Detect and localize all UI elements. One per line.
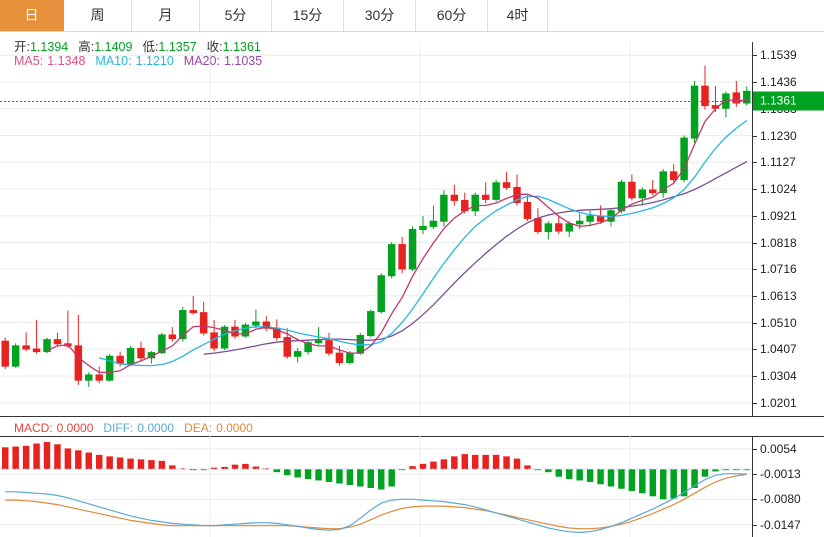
tab-period-5[interactable]: 30分 bbox=[344, 0, 416, 31]
price-axis-label: 1.0201 bbox=[760, 395, 797, 410]
price-axis-tick bbox=[752, 215, 757, 217]
price-axis-label: 1.1024 bbox=[760, 182, 797, 196]
tab-period-7[interactable]: 4时 bbox=[488, 0, 548, 31]
macd-axis-line bbox=[752, 436, 753, 537]
price-axis-tick bbox=[752, 162, 757, 164]
ma-legend-item: MA5: 1.1348 bbox=[14, 54, 85, 68]
macd-legend-value: 0.0000 bbox=[56, 421, 94, 435]
price-axis-tick bbox=[752, 81, 757, 83]
price-legend-value: 1.1357 bbox=[158, 40, 197, 54]
macd-axis: 0.0054 -0.0013 -0.0080 -0.0147 bbox=[752, 436, 824, 537]
price-axis-tick bbox=[752, 376, 757, 377]
period-tab-bar[interactable]: 日周月 5分 15分 30分 60分 4时 bbox=[0, 0, 824, 32]
price-axis-tick bbox=[752, 295, 757, 297]
macd-legend-item: MACD: 0.0000 bbox=[14, 421, 93, 435]
pane-divider-bottom bbox=[0, 436, 824, 437]
price-legend-item: 开:1.1394 bbox=[14, 40, 68, 54]
price-legend-label: 高: bbox=[78, 40, 95, 54]
macd-axis-tick bbox=[752, 499, 757, 501]
candlestick-pane[interactable] bbox=[0, 42, 752, 416]
price-legend-value: 1.1361 bbox=[222, 40, 261, 54]
macd-axis-tick bbox=[752, 474, 757, 476]
price-legend: 开:1.1394 高:1.1409 低:1.1357 收:1.1361 bbox=[14, 36, 261, 55]
ma-legend-item: MA10: 1.1210 bbox=[95, 54, 173, 68]
price-legend-label: 低: bbox=[142, 40, 159, 54]
price-legend-value: 1.1394 bbox=[29, 40, 69, 54]
macd-axis-label: -0.0147 bbox=[760, 517, 801, 532]
ma-legend-value: 1.1035 bbox=[223, 54, 263, 68]
macd-axis-label: -0.0013 bbox=[760, 467, 801, 482]
price-axis-tick bbox=[752, 322, 757, 324]
macd-legend-label: DEA: bbox=[184, 421, 213, 435]
price-axis-tick bbox=[752, 189, 757, 190]
ma-legend-label: MA5: bbox=[14, 54, 44, 68]
price-axis-label: 1.0407 bbox=[760, 342, 797, 357]
price-axis-label: 1.0716 bbox=[760, 261, 797, 276]
price-legend-label: 开: bbox=[14, 40, 30, 54]
macd-axis-label: -0.0080 bbox=[760, 492, 801, 507]
tab-period-3[interactable]: 5分 bbox=[200, 0, 272, 31]
ma-legend-value: 1.1348 bbox=[47, 54, 86, 68]
current-price-badge: 1.1361 bbox=[753, 91, 824, 111]
ma-legend-label: MA10: bbox=[95, 54, 132, 68]
ma-legend-value: 1.1210 bbox=[135, 54, 174, 68]
price-axis-label: 1.0304 bbox=[760, 369, 797, 383]
price-axis-tick bbox=[752, 55, 757, 57]
macd-legend-label: DIFF: bbox=[103, 421, 134, 435]
macd-axis-tick bbox=[752, 448, 757, 450]
ma-legend: MA5: 1.1348 MA10: 1.1210 MA20: 1.1035 bbox=[14, 54, 262, 68]
candlestick-svg bbox=[0, 42, 752, 416]
macd-legend-item: DIFF: 0.0000 bbox=[103, 421, 174, 435]
price-axis-tick bbox=[752, 349, 757, 351]
price-axis-label: 1.0921 bbox=[760, 208, 797, 223]
price-axis-line bbox=[752, 42, 753, 416]
price-axis-label: 1.0510 bbox=[760, 315, 797, 330]
price-axis-label: 1.1539 bbox=[760, 48, 797, 63]
tab-period-1[interactable]: 周 bbox=[64, 0, 132, 31]
price-axis-label: 1.0818 bbox=[760, 235, 797, 250]
price-legend-item: 高:1.1409 bbox=[78, 40, 132, 54]
price-axis-tick bbox=[752, 135, 757, 137]
price-axis-label: 1.1436 bbox=[760, 74, 797, 89]
tab-period-2[interactable]: 月 bbox=[132, 0, 200, 31]
macd-legend-item: DEA: 0.0000 bbox=[184, 421, 253, 435]
price-legend-label: 收: bbox=[206, 40, 223, 54]
macd-axis-label: 0.0054 bbox=[760, 441, 797, 456]
price-axis-label: 1.1127 bbox=[760, 155, 796, 170]
price-axis-tick bbox=[752, 242, 757, 244]
price-axis-tick bbox=[752, 268, 757, 270]
price-axis-label: 1.0613 bbox=[760, 288, 797, 303]
price-legend-item: 收:1.1361 bbox=[207, 40, 261, 54]
price-legend-value: 1.1409 bbox=[94, 40, 133, 54]
price-legend-item: 低:1.1357 bbox=[142, 40, 196, 54]
macd-axis-tick bbox=[752, 524, 757, 526]
price-axis: 1.15391.14361.13331.12301.11271.10241.09… bbox=[752, 42, 824, 416]
price-axis-label: 1.1230 bbox=[760, 128, 797, 143]
ma-legend-label: MA20: bbox=[183, 54, 220, 68]
macd-legend-label: MACD: bbox=[14, 421, 53, 435]
macd-pane[interactable] bbox=[0, 436, 752, 537]
pane-divider-top bbox=[0, 416, 824, 417]
ma-legend-item: MA20: 1.1035 bbox=[184, 54, 262, 68]
macd-svg bbox=[0, 436, 752, 537]
tab-period-6[interactable]: 60分 bbox=[416, 0, 488, 31]
tab-period-4[interactable]: 15分 bbox=[272, 0, 344, 31]
tab-active-period-0[interactable]: 日 bbox=[0, 0, 64, 31]
macd-legend: MACD: 0.0000 DIFF: 0.0000 DEA: 0.0000 bbox=[14, 421, 253, 435]
macd-legend-value: 0.0000 bbox=[216, 421, 253, 435]
macd-legend-value: 0.0000 bbox=[137, 421, 175, 435]
price-axis-tick bbox=[752, 402, 757, 404]
